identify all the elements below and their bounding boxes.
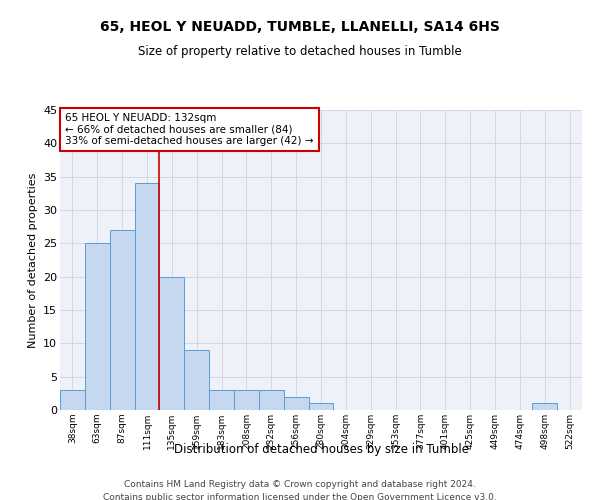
- Bar: [134, 184, 160, 410]
- Text: Contains public sector information licensed under the Open Government Licence v3: Contains public sector information licen…: [103, 492, 497, 500]
- Bar: [234, 390, 259, 410]
- Bar: [60, 390, 85, 410]
- Text: 65 HEOL Y NEUADD: 132sqm
← 66% of detached houses are smaller (84)
33% of semi-d: 65 HEOL Y NEUADD: 132sqm ← 66% of detach…: [65, 113, 314, 146]
- Bar: [160, 276, 184, 410]
- Bar: [284, 396, 308, 410]
- Text: Contains HM Land Registry data © Crown copyright and database right 2024.: Contains HM Land Registry data © Crown c…: [124, 480, 476, 489]
- Bar: [110, 230, 134, 410]
- Text: Distribution of detached houses by size in Tumble: Distribution of detached houses by size …: [173, 442, 469, 456]
- Bar: [184, 350, 209, 410]
- Text: Size of property relative to detached houses in Tumble: Size of property relative to detached ho…: [138, 45, 462, 58]
- Bar: [532, 404, 557, 410]
- Text: 65, HEOL Y NEUADD, TUMBLE, LLANELLI, SA14 6HS: 65, HEOL Y NEUADD, TUMBLE, LLANELLI, SA1…: [100, 20, 500, 34]
- Y-axis label: Number of detached properties: Number of detached properties: [28, 172, 38, 348]
- Bar: [308, 404, 334, 410]
- Bar: [259, 390, 284, 410]
- Bar: [209, 390, 234, 410]
- Bar: [85, 244, 110, 410]
